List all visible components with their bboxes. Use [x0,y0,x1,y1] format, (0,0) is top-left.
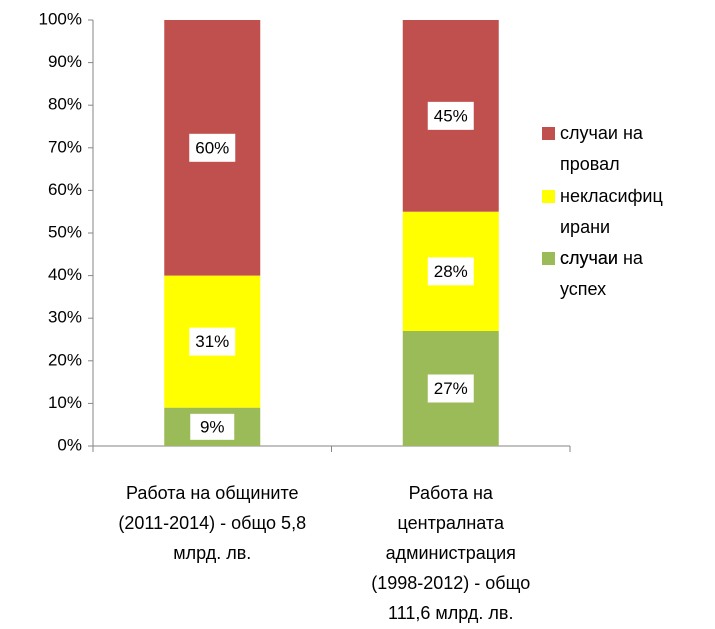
legend-swatch [542,127,555,140]
data-label-box [427,374,474,403]
data-label: 45% [434,106,468,125]
legend-item: случаи на успех [542,243,672,305]
data-label: 9% [200,417,225,436]
data-label-box [188,411,237,442]
legend-item: некласифицирани случаи [542,181,672,274]
y-tick-label: 0% [57,435,82,454]
data-label: 31% [195,332,229,351]
legend-label: случаи на провал [560,123,643,174]
y-tick-label: 30% [48,308,82,327]
y-tick-label: 10% [48,393,82,412]
data-label: 60% [195,138,229,157]
legend-swatch [542,252,555,265]
data-label-box [189,327,236,356]
y-tick-label: 70% [48,137,82,156]
legend-label: некласифицирани случаи [560,185,663,268]
y-tick-label: 40% [48,265,82,284]
legend-label: случаи на успех [560,248,643,299]
y-tick-label: 60% [48,180,82,199]
data-label: 27% [434,379,468,398]
data-label-box [427,101,474,130]
y-tick-label: 100% [39,9,82,28]
y-tick-label: 20% [48,350,82,369]
y-tick-label: 50% [48,222,82,241]
data-label-box [189,133,236,162]
x-tick-label: Работа на общините (2011-2014) - общо 5,… [118,483,307,563]
legend-swatch [542,189,555,203]
legend-item: случаи на провал [542,118,672,180]
y-tick-label: 90% [48,52,82,71]
data-label: 28% [434,262,468,281]
y-tick-label: 80% [48,95,82,114]
data-label-box [427,257,474,286]
x-tick-label: Работа на централната администрация (199… [371,483,531,623]
